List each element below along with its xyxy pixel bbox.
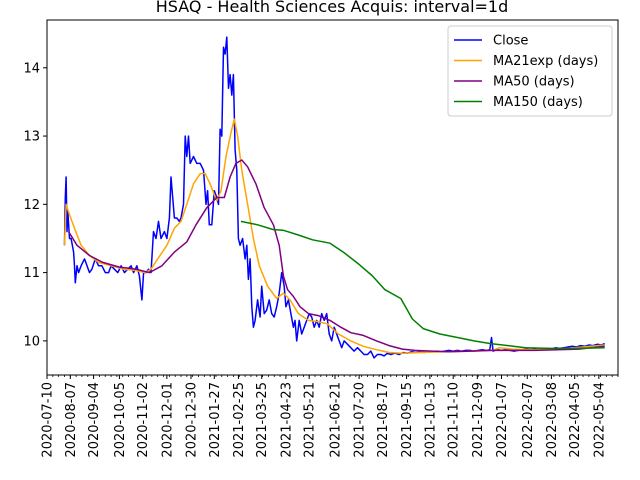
- legend: Close MA21exp (days) MA50 (days) MA150 (day…: [448, 26, 612, 116]
- x-tick-label: 2021-09-15: [400, 382, 415, 458]
- x-tick-label: 2021-03-25: [255, 382, 270, 458]
- x-tick-label: 2022-05-04: [592, 382, 607, 458]
- legend-label: MA50 (days): [493, 75, 575, 90]
- y-tick-label: 14: [23, 61, 40, 76]
- x-tick-label: 2022-04-05: [568, 382, 583, 458]
- x-tick-label: 2021-05-21: [303, 382, 318, 458]
- x-tick-label: 2022-02-07: [521, 382, 536, 458]
- y-tick-label: 10: [23, 334, 40, 349]
- x-tick-label: 2022-03-08: [545, 382, 560, 458]
- x-tick-label: 2021-04-23: [279, 382, 294, 458]
- x-tick-label: 2021-01-27: [208, 382, 223, 458]
- x-tick-label: 2021-02-25: [232, 382, 247, 458]
- y-tick-label: 12: [23, 198, 40, 213]
- series-line-ma21exp-days: [65, 119, 605, 353]
- x-tick-label: 2020-07-10: [41, 382, 56, 458]
- chart-title: HSAQ - Health Sciences Acquis: interval=…: [156, 0, 509, 16]
- legend-label: Close: [493, 34, 528, 49]
- x-tick-label: 2021-12-09: [471, 382, 486, 458]
- x-tick-label: 2020-09-04: [87, 382, 102, 458]
- x-tick-label: 2021-10-13: [423, 382, 438, 458]
- legend-label: MA21exp (days): [493, 54, 598, 69]
- x-tick-label: 2021-07-20: [353, 382, 368, 458]
- x-tick-label: 2021-11-10: [447, 382, 462, 458]
- y-axis: 10 11 12 13 14: [23, 61, 47, 349]
- x-tick-label: 2020-08-07: [64, 382, 79, 458]
- series-line-ma50-days: [69, 160, 605, 352]
- y-tick-label: 13: [23, 130, 40, 145]
- x-tick-label: 2021-08-17: [376, 382, 391, 458]
- x-tick-label: 2020-12-30: [184, 382, 199, 458]
- y-tick-label: 11: [23, 266, 40, 281]
- legend-label: MA150 (days): [493, 95, 583, 110]
- x-tick-label: 2020-11-02: [136, 382, 151, 458]
- x-axis: 2020-07-10 2020-08-07 2020-09-04 2020-10-05…: [41, 375, 619, 458]
- x-tick-label: 2022-01-07: [495, 382, 510, 458]
- x-tick-label: 2021-06-21: [328, 382, 343, 458]
- x-tick-label: 2020-10-05: [113, 382, 128, 458]
- x-tick-label: 2020-12-01: [160, 382, 175, 458]
